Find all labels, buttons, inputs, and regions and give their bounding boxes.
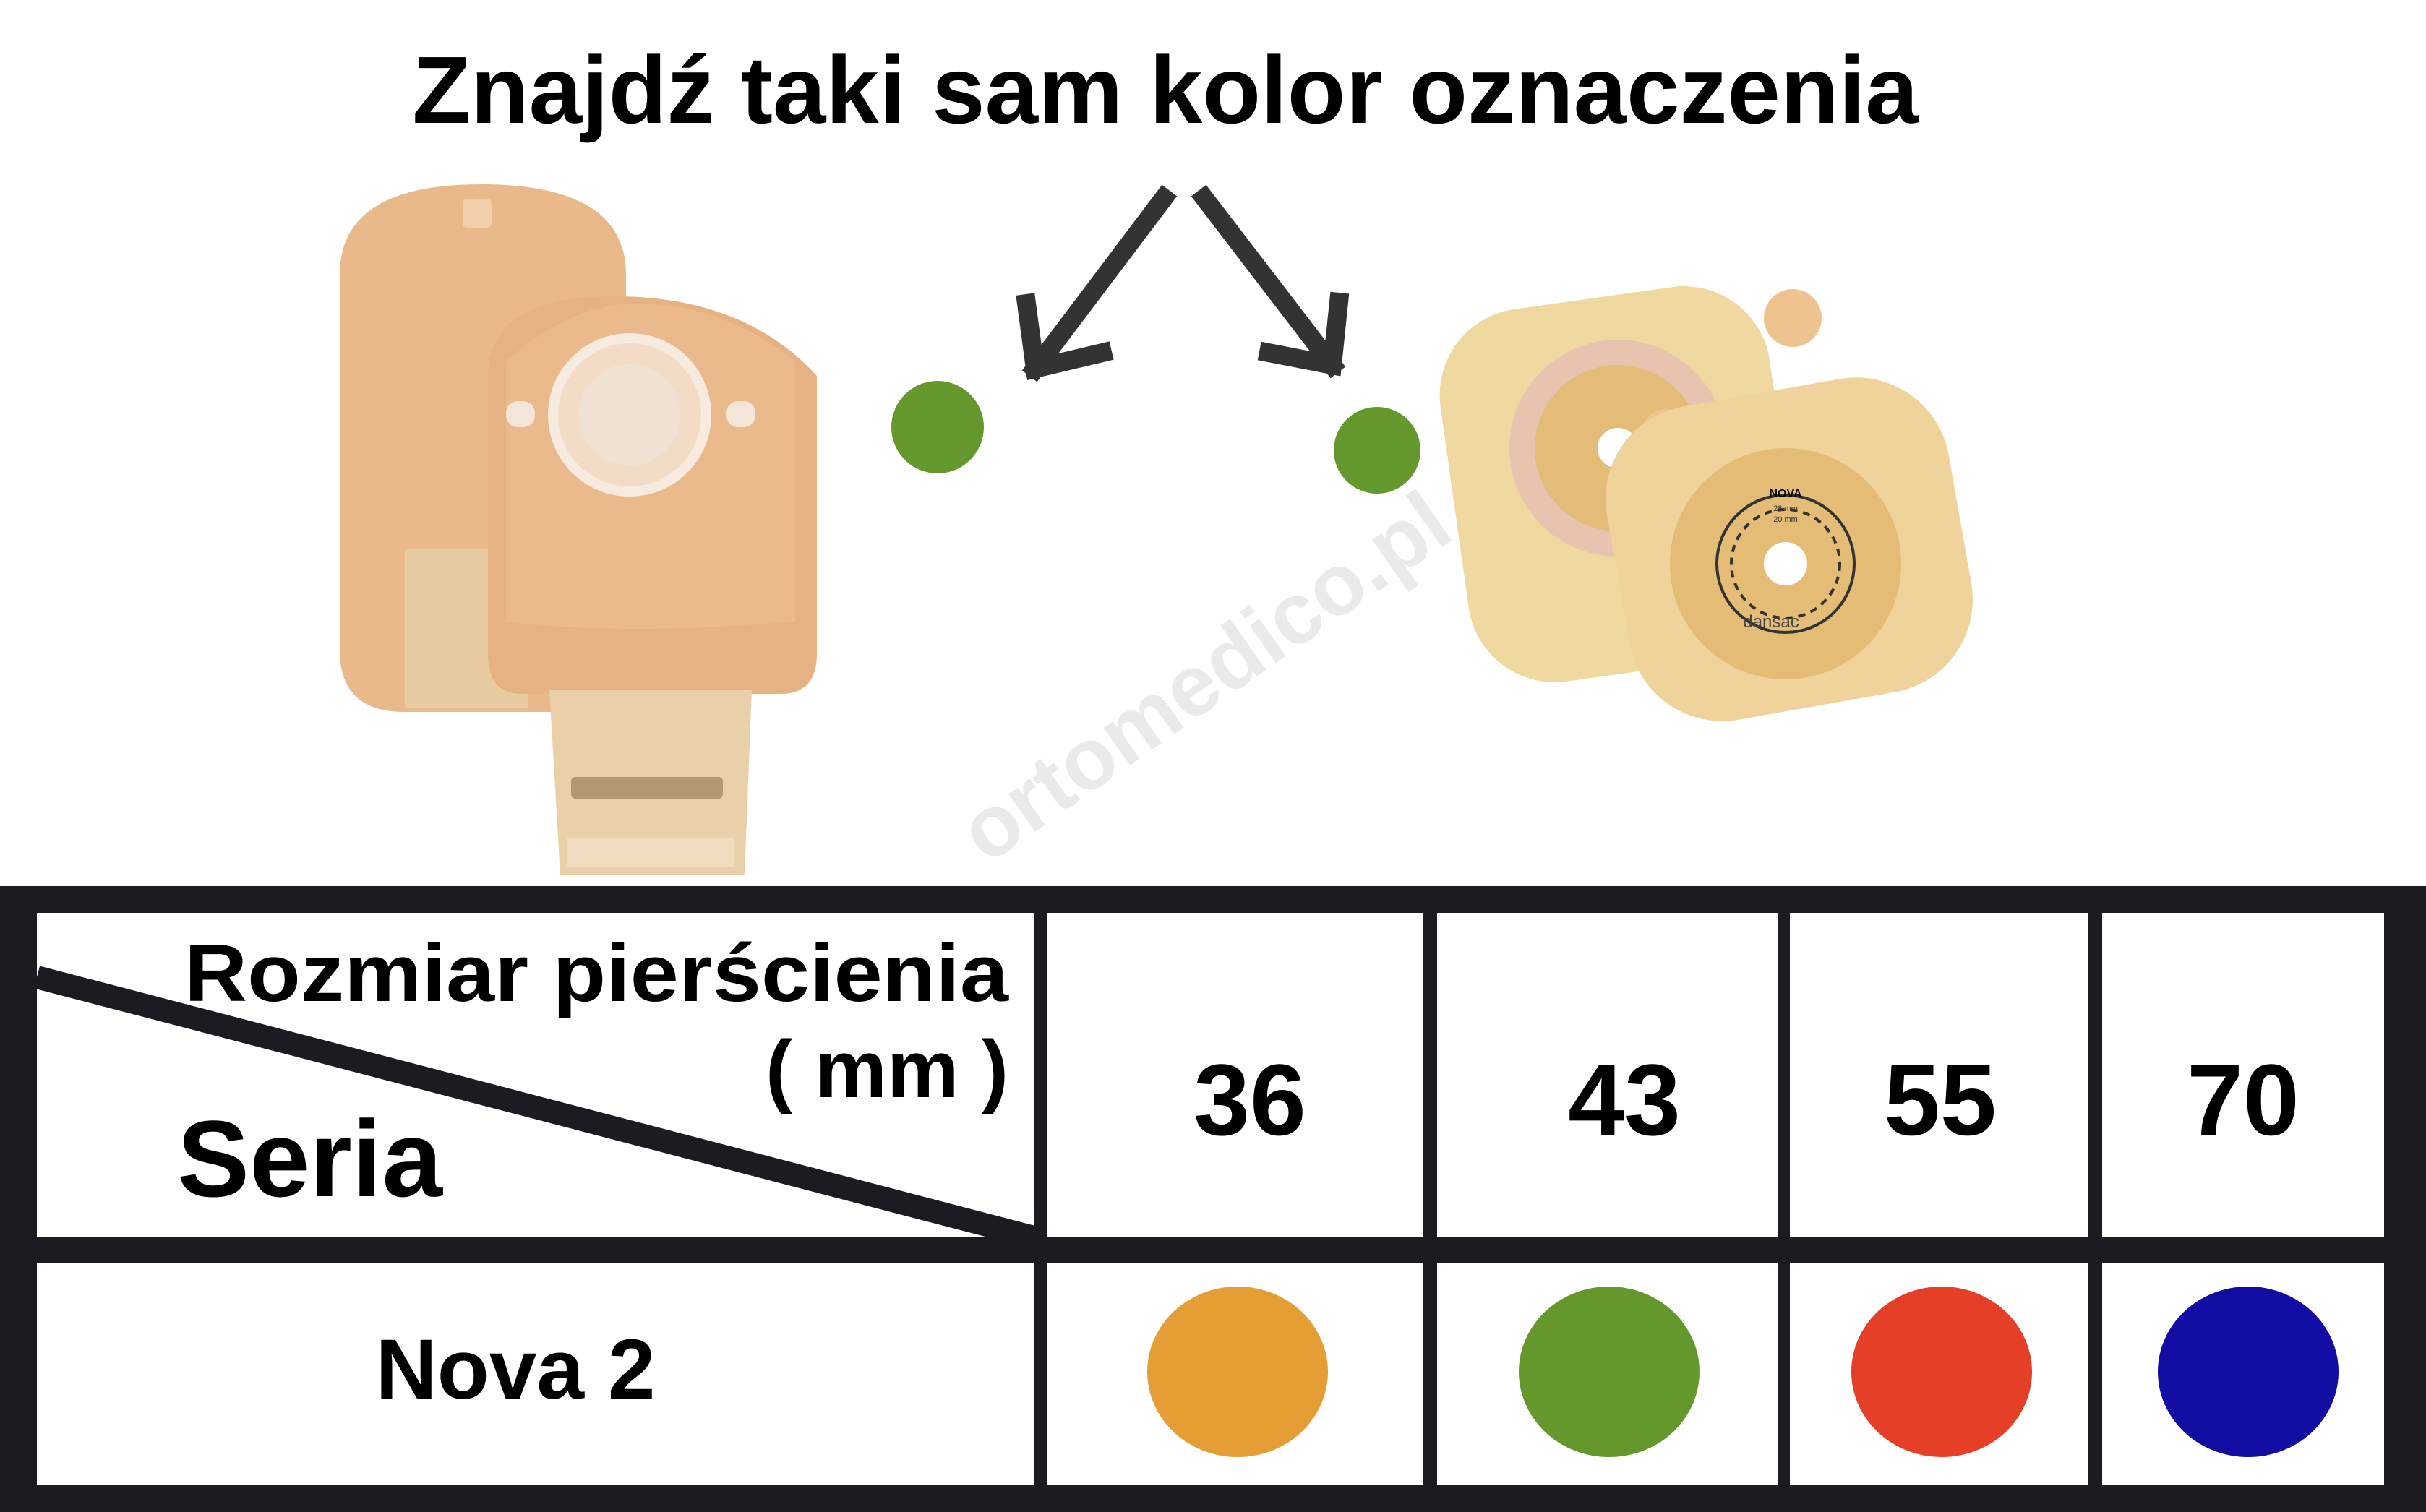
header-unit: ( mm ) — [766, 1024, 1008, 1114]
header-series: Seria — [177, 1098, 444, 1219]
color-dot-70 — [2158, 1287, 2339, 1457]
flange-size-inner: 20 mm — [1773, 515, 1798, 524]
flange-series-label: NOVA — [1769, 488, 1801, 500]
ostomy-bag-image — [340, 184, 817, 875]
flange-size-outer: 28 mm — [1773, 504, 1798, 513]
header-ring-size: Rozmiar pierścienia — [184, 928, 1009, 1018]
size-color-table: Rozmiar pierścienia ( mm ) Seria 36 43 5… — [0, 886, 2426, 1512]
color-dot-36 — [1147, 1287, 1328, 1457]
page-title: Znajdź taki sam kolor oznaczenia — [412, 37, 1919, 143]
size-header-70: 70 — [2187, 1043, 2299, 1156]
arrow-right-icon — [1191, 184, 1350, 379]
color-marker-dot-bag — [891, 381, 984, 473]
flange-brand-label: dansac — [1743, 612, 1799, 632]
color-dot-43 — [1519, 1287, 1700, 1457]
color-dot-55 — [1851, 1287, 2032, 1457]
series-name: Nova 2 — [376, 1322, 656, 1417]
watermark: ortomedico.pl — [942, 473, 1467, 881]
size-header-36: 36 — [1193, 1043, 1306, 1156]
arrow-left-icon — [1016, 184, 1178, 382]
color-marker-dot-flange — [1334, 407, 1420, 494]
diagonal-divider — [33, 966, 1037, 1249]
size-header-55: 55 — [1884, 1043, 1997, 1156]
baseplate-image: NOVA 28 mm 20 mm dansac — [1439, 286, 1973, 721]
size-header-43: 43 — [1568, 1043, 1681, 1156]
